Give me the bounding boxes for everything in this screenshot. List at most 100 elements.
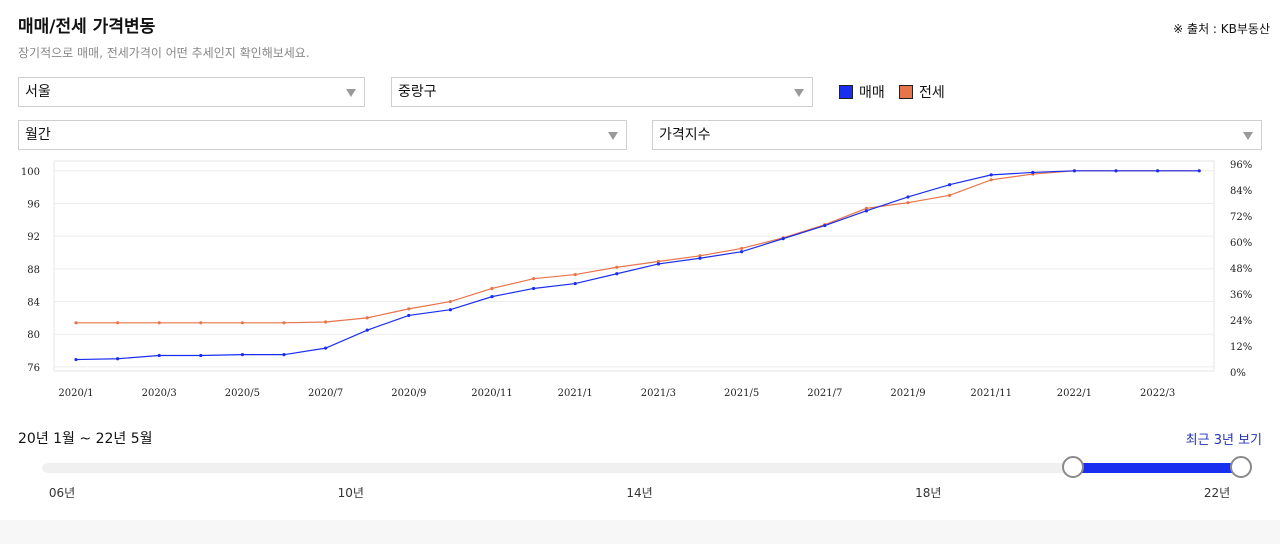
x-tick-label: 2020/1 xyxy=(58,388,93,399)
data-point-전세 xyxy=(240,321,244,325)
x-tick-label: 2021/7 xyxy=(807,388,842,399)
x-tick-label: 2022/1 xyxy=(1057,388,1092,399)
data-point-매매 xyxy=(656,262,661,266)
x-tick-label: 2021/1 xyxy=(558,388,593,399)
data-point-매매 xyxy=(698,256,702,260)
data-point-매매 xyxy=(490,295,494,299)
data-point-전세 xyxy=(948,193,952,197)
data-point-전세 xyxy=(407,307,411,311)
data-point-매매 xyxy=(864,209,869,213)
data-point-전세 xyxy=(989,178,993,182)
range-end-handle[interactable] xyxy=(1229,456,1252,478)
y-right-tick-label: 0% xyxy=(1230,368,1246,379)
data-point-매매 xyxy=(324,346,328,350)
data-point-전세 xyxy=(490,286,494,291)
data-point-전세 xyxy=(573,272,577,277)
data-point-매매 xyxy=(740,250,744,254)
data-point-매매 xyxy=(448,308,452,312)
data-point-매매 xyxy=(532,286,536,291)
range-start-handle[interactable] xyxy=(1061,456,1084,478)
period-type-select[interactable]: 월간 xyxy=(18,120,627,150)
data-point-매매 xyxy=(906,195,910,199)
y-left-tick-label: 84 xyxy=(27,298,40,309)
y-right-tick-label: 84% xyxy=(1230,186,1252,197)
page-subtitle: 장기적으로 매매, 전세가격이 어떤 추세인지 확인해보세요. xyxy=(18,46,310,60)
data-point-매매 xyxy=(157,353,161,358)
y-left-tick-label: 88 xyxy=(27,265,40,276)
slider-year-label: 10년 xyxy=(337,486,364,500)
x-tick-label: 2020/5 xyxy=(225,388,260,399)
data-point-매매 xyxy=(116,357,120,361)
x-tick-label: 2021/5 xyxy=(724,388,759,399)
slider-year-label: 06년 xyxy=(48,486,76,500)
y-right-tick-label: 24% xyxy=(1230,316,1252,327)
data-point-매매 xyxy=(1114,169,1118,173)
y-right-tick-label: 72% xyxy=(1230,212,1252,223)
y-right-tick-label: 36% xyxy=(1230,290,1252,301)
source-note: ※ 출처 : KB부동산 xyxy=(1173,22,1270,36)
x-tick-label: 2020/7 xyxy=(308,388,343,399)
data-point-매매 xyxy=(823,223,827,228)
chevron-down-icon xyxy=(346,89,356,97)
data-point-전세 xyxy=(864,206,869,210)
y-left-tick-label: 100 xyxy=(21,167,40,178)
y-right-tick-label: 60% xyxy=(1230,238,1252,249)
data-point-전세 xyxy=(906,201,910,205)
chevron-down-icon xyxy=(608,132,618,140)
chevron-down-icon xyxy=(794,89,804,97)
x-tick-label: 2021/9 xyxy=(890,388,925,399)
period-range-text: 20년 1월 ~ 22년 5월 xyxy=(18,431,153,447)
data-point-전세 xyxy=(656,259,661,264)
data-point-매매 xyxy=(615,272,619,276)
footer-bar xyxy=(0,520,1280,544)
slider-year-label: 22년 xyxy=(1203,486,1231,500)
data-point-매매 xyxy=(199,353,203,358)
region-select[interactable]: 서울 xyxy=(18,77,365,107)
y-left-tick-label: 80 xyxy=(27,330,40,341)
x-tick-label: 2021/11 xyxy=(970,388,1012,399)
plot-area xyxy=(53,160,1215,372)
range-slider-track[interactable] xyxy=(42,463,1228,473)
x-tick-label: 2020/11 xyxy=(471,388,513,399)
range-slider-selection xyxy=(1072,463,1241,473)
legend-label-sale: 매매 xyxy=(859,85,885,101)
data-point-매매 xyxy=(989,173,993,177)
chevron-down-icon xyxy=(1243,132,1253,140)
x-tick-label: 2021/3 xyxy=(641,388,676,399)
data-point-매매 xyxy=(74,357,78,362)
period-type-value: 월간 xyxy=(25,127,51,143)
data-point-매매 xyxy=(1156,169,1160,173)
data-point-매매 xyxy=(407,313,411,318)
data-point-전세 xyxy=(365,316,369,320)
legend-label-jeonse: 전세 xyxy=(919,85,945,101)
y-right-tick-label: 48% xyxy=(1230,264,1252,275)
data-point-매매 xyxy=(781,237,785,241)
data-point-전세 xyxy=(615,265,619,269)
y-right-tick-label: 96% xyxy=(1230,160,1252,171)
region-select-value: 서울 xyxy=(25,84,51,100)
data-point-전세 xyxy=(448,299,452,304)
legend-jeonse[interactable]: 전세 xyxy=(899,82,945,102)
slider-year-label: 14년 xyxy=(626,486,653,500)
data-point-전세 xyxy=(199,321,203,325)
data-point-매매 xyxy=(1072,169,1076,173)
metric-select[interactable]: 가격지수 xyxy=(652,120,1262,150)
series-line-매매 xyxy=(75,170,1200,361)
district-select[interactable]: 중랑구 xyxy=(391,77,813,107)
legend-swatch-sale xyxy=(839,85,853,99)
data-point-매매 xyxy=(282,353,286,357)
metric-select-value: 가격지수 xyxy=(659,127,711,143)
data-point-매매 xyxy=(948,183,952,187)
x-tick-label: 2020/3 xyxy=(142,388,177,399)
data-point-매매 xyxy=(573,281,577,286)
data-point-전세 xyxy=(282,321,286,325)
data-point-전세 xyxy=(116,321,120,325)
legend-swatch-jeonse xyxy=(899,85,913,99)
recent-3-years-link[interactable]: 최근 3년 보기 xyxy=(1185,433,1262,448)
price-index-chart: 76 80 84 88 92 96 100 0% 12% 24% 36% 48% 60% 72% 84% 96… xyxy=(21,160,1252,399)
data-point-매매 xyxy=(240,353,244,357)
data-point-전세 xyxy=(74,321,78,325)
legend-sale[interactable]: 매매 xyxy=(839,82,885,102)
page-title: 매매/전세 가격변동 xyxy=(18,17,156,37)
y-left-tick-label: 92 xyxy=(27,232,40,243)
